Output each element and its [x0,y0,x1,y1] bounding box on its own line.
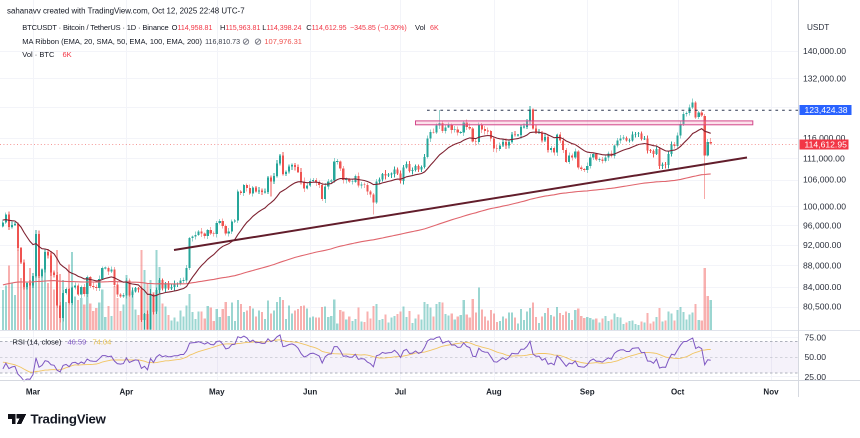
svg-text:USDT: USDT [807,23,829,32]
svg-text:Jul: Jul [395,387,407,396]
svg-text:May: May [209,387,225,396]
svg-text:88,000.00: 88,000.00 [803,260,841,270]
svg-text:114,612.95: 114,612.95 [805,139,848,149]
svg-text:sahanavv created with TradingV: sahanavv created with TradingView.com, O… [7,6,245,15]
svg-text:Oct: Oct [671,387,685,396]
svg-text:100,000.00: 100,000.00 [803,201,846,211]
svg-text:123,424.38: 123,424.38 [805,105,848,115]
svg-text:80,500.00: 80,500.00 [803,302,841,312]
svg-text:75.00: 75.00 [805,333,827,343]
svg-text:96,000.00: 96,000.00 [803,220,841,230]
svg-text:MA Ribbon (EMA, 20, SMA, 50, E: MA Ribbon (EMA, 20, SMA, 50, EMA, 100, E… [22,37,302,46]
svg-text:92,000.00: 92,000.00 [803,240,841,250]
svg-text:BTCUSDT · Bitcoin / TetherUS ·: BTCUSDT · Bitcoin / TetherUS · 1D · Bina… [22,23,439,32]
svg-text:TradingView: TradingView [31,411,107,426]
svg-text:132,000.00: 132,000.00 [803,73,846,83]
svg-text:116,000.00: 116,000.00 [803,133,846,143]
svg-text:50.00: 50.00 [805,352,827,362]
svg-text:Aug: Aug [486,387,502,396]
svg-text:140,000.00: 140,000.00 [803,46,846,56]
svg-text:111,000.00: 111,000.00 [803,153,845,163]
svg-text:Apr: Apr [119,387,133,396]
svg-text:25.00: 25.00 [805,372,827,382]
svg-text:84,000.00: 84,000.00 [803,282,841,292]
svg-text:Sep: Sep [580,387,595,396]
svg-text:106,000.00: 106,000.00 [803,175,846,185]
svg-text:Mar: Mar [26,387,40,396]
svg-text:Jun: Jun [303,387,317,396]
svg-text:Nov: Nov [763,387,779,396]
